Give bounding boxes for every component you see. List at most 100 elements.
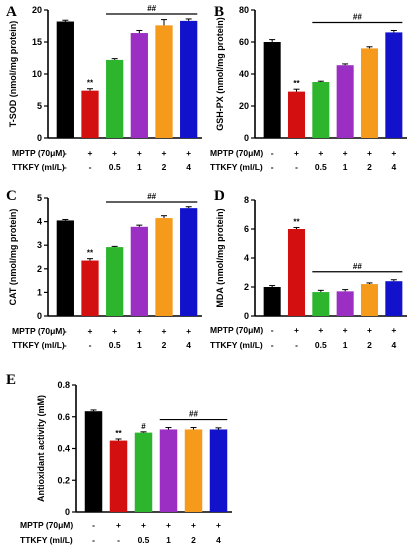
significance-label: ## — [353, 262, 362, 271]
mptp-condition: - — [92, 520, 95, 530]
ttkfy-condition: 4 — [391, 340, 396, 350]
ttkfy-condition: 0.5 — [315, 340, 327, 350]
y-tick-label: 0.6 — [57, 412, 70, 422]
mptp-condition: + — [367, 148, 372, 158]
panel-letter-e: E — [6, 372, 16, 388]
y-tick-label: 6 — [244, 224, 249, 234]
ttkfy-condition: 4 — [216, 535, 221, 545]
bar — [336, 65, 354, 138]
ttkfy-condition: 2 — [367, 340, 372, 350]
y-tick-label: 5 — [37, 193, 42, 203]
mptp-condition: + — [343, 325, 348, 335]
y-tick-label: 0 — [65, 507, 70, 517]
bar — [180, 20, 198, 139]
mptp-condition: + — [166, 520, 171, 530]
ttkfy-condition: - — [295, 340, 298, 350]
mptp-condition: + — [191, 520, 196, 530]
panel-letter-b: B — [214, 4, 224, 20]
y-tick-label: 0 — [244, 311, 249, 321]
mptp-condition: + — [88, 148, 93, 158]
ttkfy-row-label: TTKFY (ml/L) — [20, 535, 73, 545]
bar — [155, 218, 173, 316]
y-axis-title: CAT (nmol/mg protein) — [8, 209, 18, 306]
ttkfy-condition: 1 — [137, 162, 142, 172]
y-tick-label: 5 — [37, 101, 42, 111]
ttkfy-condition: - — [89, 162, 92, 172]
bar — [109, 440, 128, 512]
mptp-condition: + — [162, 326, 167, 336]
significance-label: ** — [87, 79, 94, 88]
mptp-row-label: MPTP (70μM) — [210, 148, 263, 158]
ttkfy-condition: - — [295, 162, 298, 172]
y-tick-label: 80 — [239, 5, 249, 15]
mptp-condition: - — [271, 325, 274, 335]
ttkfy-condition: - — [271, 340, 274, 350]
mptp-condition: + — [112, 148, 117, 158]
mptp-condition: + — [318, 325, 323, 335]
y-tick-label: 2 — [37, 264, 42, 274]
panel-letter-a: A — [6, 4, 17, 20]
bar — [263, 42, 281, 138]
ttkfy-row-label: TTKFY (ml/L) — [12, 162, 65, 172]
ttkfy-condition: 0.5 — [315, 162, 327, 172]
bar — [130, 226, 148, 316]
mptp-row-label: MPTP (70μM) — [20, 520, 73, 530]
ttkfy-condition: 4 — [186, 162, 191, 172]
y-tick-label: 0 — [244, 133, 249, 143]
ttkfy-condition: 0.5 — [109, 162, 121, 172]
ttkfy-condition: - — [271, 162, 274, 172]
bar — [159, 429, 178, 512]
bar — [360, 48, 379, 138]
ttkfy-condition: 1 — [166, 535, 171, 545]
ttkfy-condition: 4 — [186, 340, 191, 350]
ttkfy-condition: 1 — [343, 162, 348, 172]
ttkfy-condition: 2 — [191, 535, 196, 545]
bar — [106, 59, 124, 138]
ttkfy-row-label: TTKFY (ml/L) — [210, 340, 263, 350]
y-tick-label: 20 — [239, 101, 249, 111]
mptp-condition: + — [294, 148, 299, 158]
y-tick-label: 40 — [239, 69, 249, 79]
y-tick-label: 3 — [37, 240, 42, 250]
significance-label: # — [141, 422, 146, 431]
panel-letter-d: D — [214, 188, 225, 204]
y-tick-label: 4 — [244, 253, 249, 263]
bar — [130, 33, 148, 138]
ttkfy-condition: 0.5 — [109, 340, 121, 350]
bar — [184, 429, 203, 512]
significance-label: ** — [293, 79, 300, 88]
bar — [385, 281, 403, 316]
significance-label: ## — [189, 410, 198, 419]
bar — [287, 91, 306, 138]
mptp-condition: + — [343, 148, 348, 158]
y-tick-label: 15 — [32, 37, 42, 47]
mptp-condition: + — [391, 148, 396, 158]
bar — [81, 260, 99, 316]
significance-label: ** — [87, 249, 94, 258]
y-axis-title: Antioxidant activity (mM) — [36, 395, 46, 502]
panel-letter-c: C — [6, 188, 17, 204]
panel-d-chart: D MDA (nmol/mg protein) 0 2 4 6 8 ** ## MPTP (70μ… — [210, 188, 407, 350]
ttkfy-condition: - — [64, 162, 67, 172]
mptp-condition: - — [64, 148, 67, 158]
ttkfy-condition: - — [64, 340, 67, 350]
ttkfy-condition: 1 — [137, 340, 142, 350]
mptp-condition: - — [64, 326, 67, 336]
panel-a-chart: AT-SOD (nmol/mg protein) 0 5 10 15 20 ** ## MPTP… — [6, 4, 202, 172]
bar — [81, 90, 99, 138]
significance-label: ** — [115, 429, 122, 438]
ttkfy-condition: - — [89, 340, 92, 350]
significance-label: ## — [147, 192, 156, 201]
bar — [385, 32, 403, 138]
y-tick-label: 0.8 — [57, 380, 70, 390]
significance-label: ## — [353, 12, 362, 21]
ttkfy-condition: 1 — [343, 340, 348, 350]
bar — [155, 25, 173, 138]
mptp-condition: + — [137, 148, 142, 158]
bar — [209, 429, 228, 512]
ttkfy-condition: - — [92, 535, 95, 545]
bar — [263, 287, 281, 316]
bar — [312, 82, 330, 138]
